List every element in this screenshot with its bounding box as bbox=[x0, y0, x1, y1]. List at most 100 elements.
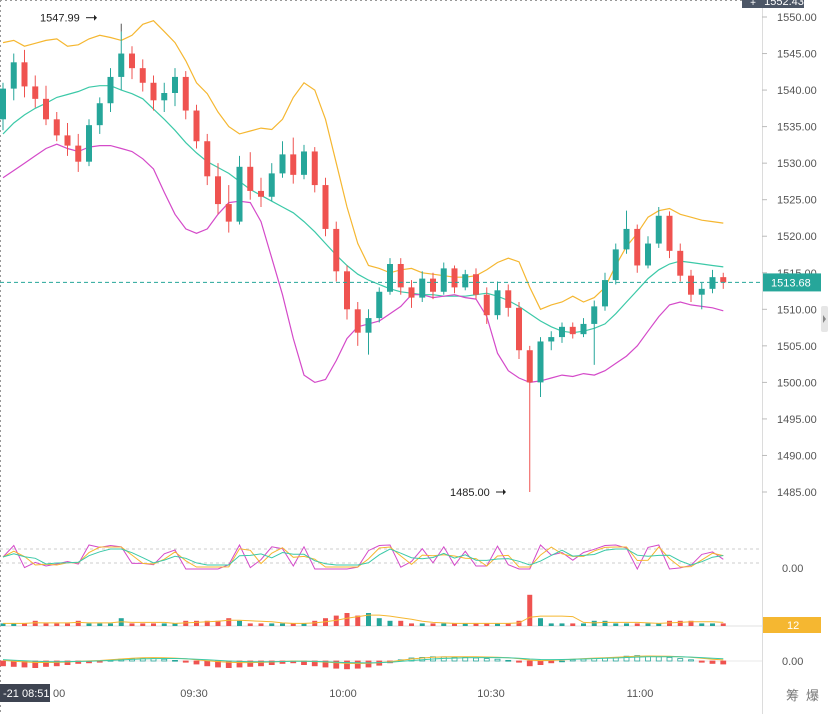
volume-bar bbox=[75, 620, 81, 626]
candle-body bbox=[397, 264, 404, 288]
candle-body bbox=[494, 290, 501, 316]
macd-dea-line bbox=[2, 656, 724, 664]
volume-bar bbox=[194, 620, 199, 626]
volume-bar bbox=[140, 623, 146, 626]
volume-bar bbox=[65, 623, 70, 626]
candle-body bbox=[537, 341, 544, 383]
candle-body bbox=[139, 68, 146, 83]
candle-body bbox=[86, 125, 92, 162]
volume-bar bbox=[11, 623, 17, 626]
volume-bar bbox=[54, 623, 60, 626]
candle-body bbox=[709, 277, 716, 289]
candle-body bbox=[505, 290, 512, 308]
last-price-marker: 1513.68 bbox=[0, 273, 821, 292]
candle-body bbox=[612, 249, 619, 281]
volume-bar bbox=[441, 623, 447, 626]
volume-bar bbox=[32, 620, 38, 626]
candle-body bbox=[311, 151, 318, 186]
last-price-label: 1513.68 bbox=[771, 277, 811, 289]
volume-bar bbox=[22, 623, 27, 626]
osc-line-d bbox=[2, 546, 724, 568]
high-annotation-label: 1547.99 bbox=[40, 13, 80, 25]
price-tick-label: 1530.00 bbox=[777, 158, 817, 170]
volume-bar bbox=[247, 623, 253, 626]
candle-body bbox=[387, 264, 393, 292]
price-tick-label: 1485.00 bbox=[777, 487, 817, 499]
volume-bar bbox=[656, 623, 662, 626]
volume-bar bbox=[301, 623, 307, 626]
price-tick-label: 1540.00 bbox=[777, 85, 817, 97]
volume-bar bbox=[419, 623, 425, 626]
low-annotation-label: 1485.00 bbox=[450, 487, 490, 499]
volume-bar bbox=[290, 623, 296, 626]
candle-body bbox=[526, 350, 533, 383]
price-tick-label: 1510.00 bbox=[777, 304, 817, 316]
explode-icon[interactable]: 爆 bbox=[806, 689, 819, 704]
candle-body bbox=[408, 287, 415, 298]
macd-value-label: 0.00 bbox=[782, 656, 803, 668]
volume-bar bbox=[720, 623, 726, 626]
macd-histogram-bar bbox=[204, 660, 211, 667]
chip-icon[interactable]: 筹 bbox=[786, 688, 799, 704]
price-tick-label: 1520.00 bbox=[777, 231, 817, 243]
macd-histogram-bar bbox=[322, 660, 329, 668]
volume-bar bbox=[86, 623, 92, 626]
price-tick-label: 1495.00 bbox=[777, 414, 817, 426]
crosshair-time-badge bbox=[0, 684, 50, 702]
macd-histogram-bar bbox=[698, 660, 705, 663]
candle-body bbox=[440, 268, 447, 292]
macd-histogram-bar bbox=[193, 660, 200, 665]
candle-body bbox=[365, 318, 372, 333]
volume-bar bbox=[430, 623, 436, 626]
volume-bar bbox=[645, 623, 651, 626]
volume-bar bbox=[602, 620, 608, 626]
macd-histogram-bar bbox=[365, 660, 372, 668]
volume-bar bbox=[591, 620, 597, 626]
bollinger-lower-line bbox=[2, 143, 724, 384]
price-tick-label: 1490.00 bbox=[777, 450, 817, 462]
candle-body bbox=[258, 190, 264, 197]
volume-bar bbox=[581, 623, 586, 626]
volume-bar bbox=[226, 618, 232, 626]
macd-histogram-bar bbox=[451, 657, 458, 662]
volume-bar bbox=[97, 623, 103, 626]
candle-body bbox=[0, 88, 6, 120]
volume-bar bbox=[108, 623, 113, 626]
volume-bar bbox=[204, 620, 210, 626]
volume-bar bbox=[172, 623, 178, 626]
volume-bar bbox=[570, 623, 576, 626]
volume-bar bbox=[280, 623, 285, 626]
add-indicator-button[interactable] bbox=[742, 0, 764, 8]
volume-bar bbox=[366, 613, 371, 626]
volume-bar bbox=[548, 623, 554, 626]
macd-histogram-bar bbox=[688, 659, 694, 662]
volume-bar bbox=[398, 620, 404, 626]
candle-body bbox=[290, 154, 297, 175]
macd-histogram-bar bbox=[43, 660, 49, 667]
macd-histogram-bar bbox=[720, 660, 727, 665]
volume-bar bbox=[559, 623, 565, 626]
volume-bar bbox=[699, 623, 705, 626]
volume-bar bbox=[258, 623, 264, 626]
candle-body bbox=[548, 337, 555, 342]
macd-histogram-bar bbox=[548, 660, 555, 664]
candle-body bbox=[376, 291, 383, 319]
volume-bar bbox=[129, 623, 135, 626]
price-axis: 1550.00 1545.00 1540.00 1535.00 1530.00 1525.… bbox=[762, 12, 817, 499]
bollinger-middle-line bbox=[2, 85, 724, 334]
candle-body bbox=[10, 62, 17, 89]
price-tick-label: 1500.00 bbox=[777, 377, 817, 389]
macd-histogram-bar bbox=[569, 659, 576, 662]
volume-bar bbox=[215, 620, 221, 626]
arrow-right-icon bbox=[94, 14, 97, 21]
candle-body bbox=[172, 76, 178, 93]
candle-body bbox=[634, 228, 641, 266]
top-price-badge bbox=[764, 0, 804, 8]
macd-histogram-bar bbox=[215, 660, 221, 668]
crosshair-time-label: -21 08:51 bbox=[3, 688, 49, 700]
candle-body bbox=[430, 278, 436, 292]
volume-bar bbox=[634, 623, 640, 626]
candle-body bbox=[688, 275, 694, 295]
candle-body bbox=[247, 166, 254, 191]
candle-body bbox=[591, 306, 598, 324]
